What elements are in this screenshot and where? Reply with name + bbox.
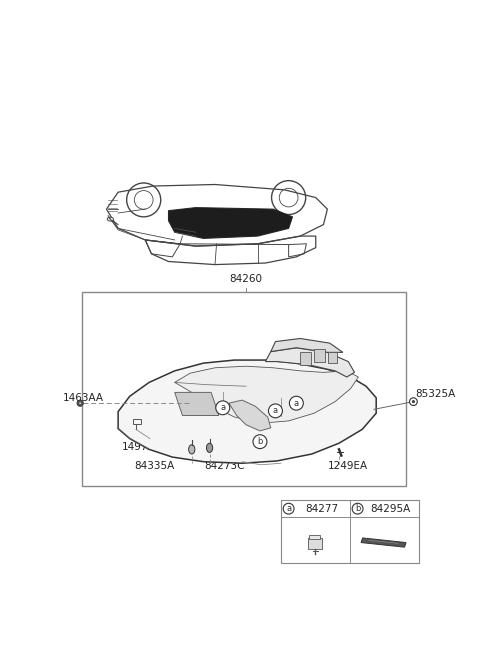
Polygon shape (328, 352, 337, 363)
Circle shape (412, 400, 415, 403)
Polygon shape (361, 538, 406, 547)
Bar (308, 538, 322, 549)
Text: b: b (355, 504, 360, 513)
Text: a: a (294, 398, 299, 408)
Text: 84273C: 84273C (204, 461, 245, 471)
Bar (82, 292, 406, 486)
Text: 1497AB: 1497AB (122, 441, 163, 452)
Circle shape (268, 404, 282, 418)
Polygon shape (300, 351, 311, 364)
Text: a: a (286, 504, 291, 513)
Bar (281, 500, 419, 563)
Polygon shape (229, 400, 271, 431)
Circle shape (352, 503, 363, 514)
Bar (133, 419, 141, 424)
Ellipse shape (107, 217, 113, 221)
Polygon shape (175, 366, 359, 423)
Polygon shape (168, 207, 292, 239)
Polygon shape (265, 348, 355, 377)
Text: a: a (273, 406, 278, 415)
Circle shape (289, 396, 303, 410)
Polygon shape (118, 360, 376, 463)
Text: 84295A: 84295A (371, 503, 411, 514)
Text: 1249EA: 1249EA (327, 461, 368, 471)
Circle shape (409, 398, 417, 406)
Text: 1463AA: 1463AA (63, 393, 104, 403)
Polygon shape (175, 393, 219, 415)
Polygon shape (314, 349, 325, 362)
Circle shape (216, 401, 230, 415)
Ellipse shape (189, 445, 195, 454)
Text: a: a (220, 404, 225, 412)
Text: 84277: 84277 (305, 503, 338, 514)
Text: 85325A: 85325A (415, 389, 455, 399)
Circle shape (283, 503, 294, 514)
Circle shape (77, 400, 83, 406)
Text: 84335A: 84335A (134, 461, 175, 471)
Bar (309, 535, 320, 539)
Polygon shape (271, 338, 343, 352)
Circle shape (253, 435, 267, 449)
Text: b: b (257, 437, 263, 446)
Circle shape (79, 402, 81, 404)
Text: 84260: 84260 (229, 274, 263, 284)
Ellipse shape (206, 443, 213, 452)
